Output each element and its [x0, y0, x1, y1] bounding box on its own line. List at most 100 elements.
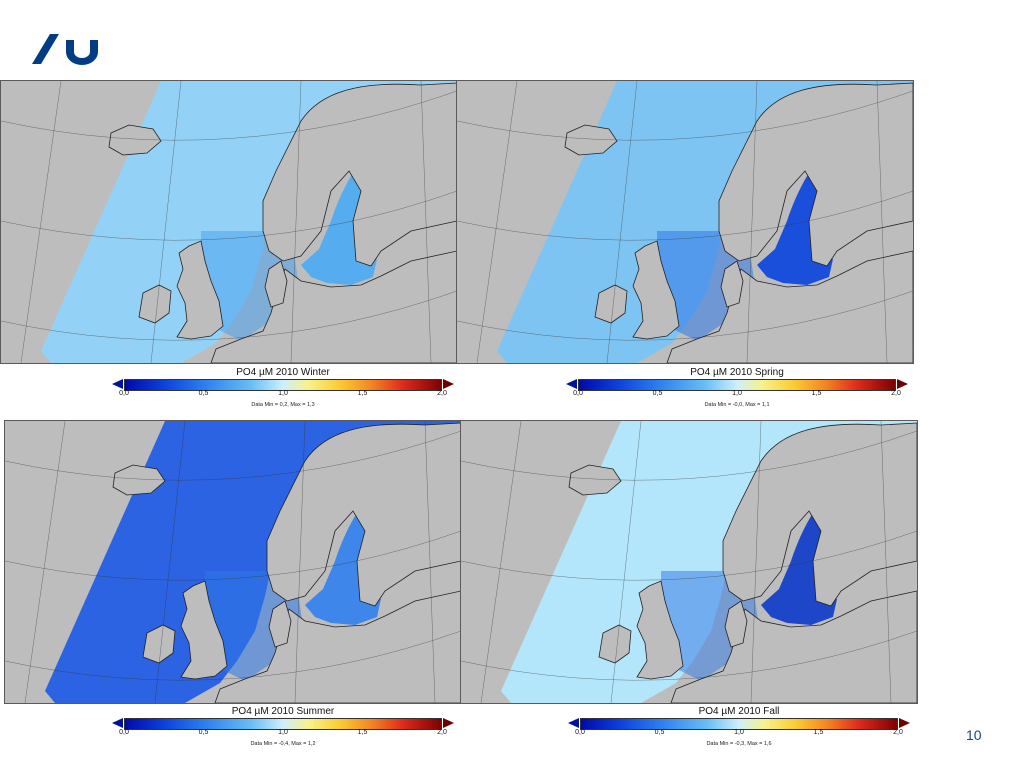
university-logo	[32, 34, 98, 65]
colorbar	[124, 718, 442, 730]
colorbar	[578, 379, 896, 391]
colorbar	[580, 718, 898, 730]
colorbar-tick: 2,0	[437, 390, 447, 397]
colorbar-tick: 0,0	[575, 729, 585, 736]
land-mass	[264, 260, 288, 308]
colorbar-min-arrow	[112, 718, 123, 728]
legend-fall: PO4 µM 2010 Fall 0,0 0,5 1,0 1,5 2,0 Dat…	[568, 706, 910, 750]
colorbar-tick: 2,0	[437, 729, 447, 736]
land-mass	[564, 124, 618, 156]
land-mass	[568, 464, 622, 496]
graticule-line	[461, 530, 917, 581]
legend-title: PO4 µM 2010 Summer	[231, 706, 335, 717]
colorbar-tick: 1,0	[278, 729, 288, 736]
map-panel-winter	[0, 80, 458, 364]
colorbar-tick: 1,0	[732, 390, 742, 397]
colorbar-tick: 0,0	[119, 729, 129, 736]
colorbar-tick: 1,5	[811, 390, 822, 397]
colorbar-tick: 2,0	[891, 390, 901, 397]
colorbar-tick: 1,0	[734, 729, 744, 736]
graticule-line	[480, 421, 522, 703]
graticule-line	[1, 90, 457, 141]
graticule-line	[5, 630, 461, 681]
colorbar-max-arrow	[443, 718, 454, 728]
graticule-line	[5, 430, 461, 481]
graticule-line	[24, 421, 66, 703]
data-range-text: Data Min = -0,3, Max = 1,6	[706, 741, 772, 747]
land-mass	[268, 600, 292, 648]
graticule-line	[1, 290, 457, 341]
page-number: 10	[966, 727, 982, 743]
colorbar-min-arrow	[112, 379, 123, 389]
graticule-line	[750, 421, 762, 703]
colorbar-tick: 0,5	[198, 390, 209, 397]
land-mass	[724, 600, 748, 648]
colorbar-max-arrow	[899, 718, 910, 728]
colorbar-min-arrow	[566, 379, 577, 389]
map-panel-summer	[4, 420, 462, 704]
colorbar-min-arrow	[568, 718, 579, 728]
legend-title: PO4 µM 2010 Spring	[690, 367, 784, 378]
legend-spring: PO4 µM 2010 Spring 0,0 0,5 1,0 1,5 2,0 D…	[566, 367, 908, 411]
colorbar	[124, 379, 442, 391]
graticule-line	[5, 530, 461, 581]
po4-map-fall	[461, 421, 917, 703]
po4-map-spring	[457, 81, 913, 363]
land-mass	[670, 590, 917, 703]
land-mass	[214, 590, 461, 703]
colorbar-max-arrow	[897, 379, 908, 389]
legend-title: PO4 µM 2010 Winter	[236, 367, 330, 378]
graticule-line	[1, 190, 457, 241]
colorbar-tick: 0,0	[119, 390, 129, 397]
land-mass	[594, 284, 628, 324]
graticule-line	[606, 81, 638, 363]
land-mass	[636, 580, 684, 680]
colorbar-tick: 1,0	[278, 390, 288, 397]
colorbar-tick: 0,0	[573, 390, 583, 397]
land-mass	[720, 260, 744, 308]
land-mass	[138, 284, 172, 324]
graticule-line	[457, 290, 913, 341]
land-mass	[632, 240, 680, 340]
graticule-line	[150, 81, 182, 363]
data-range-text: Data Min = -0,0, Max = 1,1	[704, 402, 770, 408]
colorbar-tick: 0,5	[652, 390, 663, 397]
map-panel-spring	[456, 80, 914, 364]
colorbar-tick: 0,5	[198, 729, 209, 736]
land-mass	[180, 580, 228, 680]
graticule-line	[457, 90, 913, 141]
graticule-line	[424, 421, 436, 703]
graticule-line	[476, 81, 518, 363]
graticule-line	[294, 421, 306, 703]
graticule-line	[610, 421, 642, 703]
graticule-line	[154, 421, 186, 703]
land-mass	[666, 250, 913, 363]
land-mass	[176, 240, 224, 340]
map-panel-fall	[460, 420, 918, 704]
land-mass	[142, 624, 176, 664]
land-mass	[210, 250, 457, 363]
graticule-line	[461, 430, 917, 481]
legend-summer: PO4 µM 2010 Summer 0,0 0,5 1,0 1,5 2,0 D…	[112, 706, 454, 750]
graticule-line	[20, 81, 62, 363]
graticule-line	[746, 81, 758, 363]
colorbar-tick: 0,5	[654, 729, 665, 736]
po4-map-winter	[1, 81, 457, 363]
graticule-line	[420, 81, 432, 363]
colorbar-tick: 1,5	[357, 729, 368, 736]
colorbar-tick: 1,5	[357, 390, 368, 397]
land-mass	[112, 464, 166, 496]
graticule-line	[457, 190, 913, 241]
colorbar-tick: 2,0	[893, 729, 903, 736]
graticule-line	[876, 81, 888, 363]
data-range-text: Data Min = -0,4, Max = 1,2	[250, 741, 316, 747]
colorbar-max-arrow	[443, 379, 454, 389]
graticule-line	[290, 81, 302, 363]
graticule-line	[880, 421, 892, 703]
colorbar-tick: 1,5	[813, 729, 824, 736]
data-range-text: Data Min = 0,2, Max = 1,3	[251, 402, 315, 408]
legend-title: PO4 µM 2010 Fall	[698, 706, 780, 717]
po4-map-summer	[5, 421, 461, 703]
land-mass	[598, 624, 632, 664]
legend-winter: PO4 µM 2010 Winter 0,0 0,5 1,0 1,5 2,0 D…	[112, 367, 454, 411]
